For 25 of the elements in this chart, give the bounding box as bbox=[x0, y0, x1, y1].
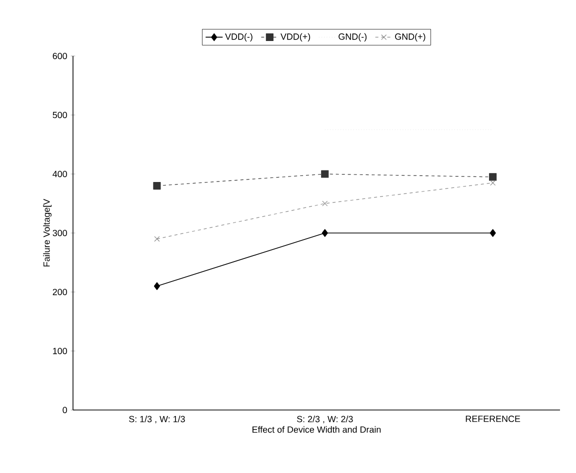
legend-label: VDD(+) bbox=[280, 33, 310, 42]
y-tick-label: 400 bbox=[52, 170, 68, 178]
legend-label: VDD(-) bbox=[225, 33, 252, 42]
point bbox=[490, 180, 496, 186]
x-tick-label: S: 1/3 , W: 1/3 bbox=[129, 416, 185, 424]
point bbox=[489, 173, 497, 181]
y-tick-label: 100 bbox=[53, 348, 68, 354]
legend-label: GND(+) bbox=[395, 33, 426, 42]
point bbox=[322, 200, 328, 206]
y-tick-label: 200 bbox=[52, 288, 68, 296]
legend-label: GND(-) bbox=[338, 33, 367, 42]
y-tick-label: 300 bbox=[52, 230, 68, 236]
x-axis-title: Effect of Device Width and Drain bbox=[252, 426, 381, 433]
point bbox=[154, 282, 160, 290]
y-tick-label: 0 bbox=[62, 406, 68, 414]
point bbox=[490, 229, 496, 237]
y-tick-label: 500 bbox=[52, 112, 68, 118]
point bbox=[322, 229, 328, 237]
y-tick-label: 600 bbox=[52, 52, 68, 60]
point bbox=[153, 182, 161, 190]
point bbox=[321, 170, 329, 178]
x-tick-label: REFERENCE bbox=[466, 416, 520, 422]
x-tick-label: S: 2/3 , W: 2/3 bbox=[296, 416, 353, 424]
y-axis-title: Failure Voltage[V bbox=[43, 198, 52, 266]
point bbox=[154, 236, 160, 242]
